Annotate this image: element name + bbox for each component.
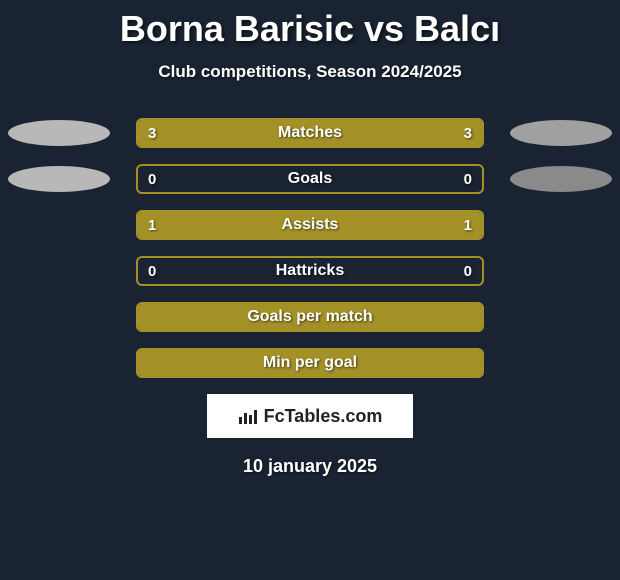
stat-bar: Min per goal [136,348,484,378]
stat-row: Goals per match [0,302,620,332]
date-line: 10 january 2025 [0,456,620,477]
player-badge-right [510,166,612,192]
bars-area: 3 3 Matches 0 0 Goals 1 1 Assists 0 0 Hattricks Goal… [0,118,620,378]
stat-row: 3 3 Matches [0,118,620,148]
stat-value-left: 1 [148,217,156,234]
stat-value-right: 1 [464,217,472,234]
logo-box[interactable]: FcTables.com [207,394,413,438]
player-badge-left [8,120,110,146]
stat-value-left: 0 [148,263,156,280]
stat-value-left: 0 [148,171,156,188]
stat-row: Min per goal [0,348,620,378]
stat-label: Min per goal [263,354,357,372]
comparison-subtitle: Club competitions, Season 2024/2025 [0,62,620,82]
stat-label: Assists [282,216,339,234]
player-badge-right [510,120,612,146]
chart-bars-icon [238,407,258,425]
player-badge-left [8,166,110,192]
stat-label: Goals [288,170,332,188]
stat-row: 0 0 Hattricks [0,256,620,286]
stat-bar: 0 0 Goals [136,164,484,194]
stat-row: 0 0 Goals [0,164,620,194]
stat-label: Hattricks [276,262,344,280]
stat-value-right: 3 [464,125,472,142]
stat-row: 1 1 Assists [0,210,620,240]
stat-value-left: 3 [148,125,156,142]
stat-bar: 0 0 Hattricks [136,256,484,286]
stat-bar: Goals per match [136,302,484,332]
comparison-title: Borna Barisic vs Balcı [0,0,620,50]
stat-value-right: 0 [464,263,472,280]
logo-label: FcTables.com [264,406,383,427]
stat-value-right: 0 [464,171,472,188]
stat-label: Goals per match [247,308,372,326]
stat-label: Matches [278,124,342,142]
logo-text: FcTables.com [238,406,383,427]
stat-bar: 1 1 Assists [136,210,484,240]
stat-bar: 3 3 Matches [136,118,484,148]
